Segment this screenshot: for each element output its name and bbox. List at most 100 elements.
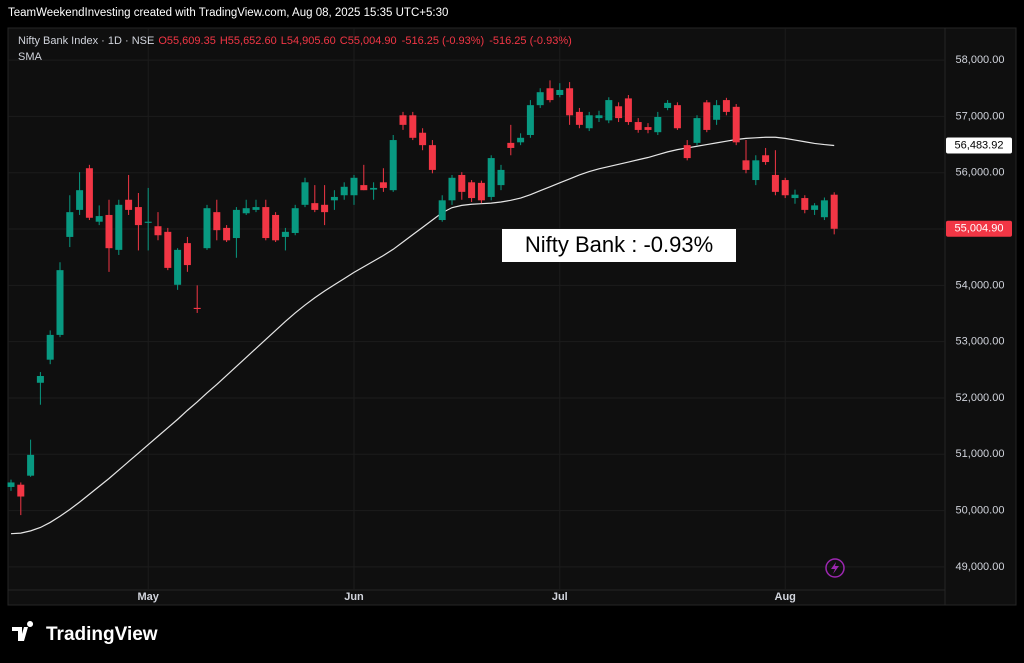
candle-body — [820, 200, 828, 218]
y-tick-label: 50,000.00 — [956, 505, 1005, 517]
candle-body — [419, 132, 427, 146]
brand: TradingView — [46, 624, 158, 645]
y-tick-label: 51,000.00 — [956, 448, 1005, 460]
candle-body — [301, 182, 309, 205]
legend-change: -516.25 (-0.93%) — [489, 35, 572, 47]
x-tick-label: Aug — [775, 591, 796, 603]
legend-open: O55,609.35 — [158, 35, 216, 47]
candle-body — [644, 127, 652, 130]
candle-body — [526, 105, 534, 135]
candle-body — [497, 169, 505, 186]
marks — [7, 80, 838, 535]
candle-body — [174, 249, 182, 285]
candle-body — [458, 174, 466, 192]
candle-body — [664, 102, 672, 108]
candle-body — [536, 92, 544, 106]
y-tick-label: 57,000.00 — [956, 110, 1005, 122]
close-price-box — [946, 220, 1012, 237]
candle-body — [232, 209, 240, 239]
candle-body — [448, 177, 456, 201]
sma-price-label: 56,483.92 — [955, 139, 1004, 151]
candle-body — [340, 186, 348, 196]
legend-high: H55,652.60 — [220, 35, 277, 47]
candle-body — [85, 168, 93, 218]
candle-body — [605, 100, 613, 121]
grid — [8, 28, 945, 590]
legend-change: -516.25 (-0.93%) — [402, 35, 485, 47]
candle-body — [134, 207, 142, 226]
candle-body — [370, 187, 378, 190]
candle-body — [507, 142, 515, 148]
candle-body — [575, 111, 583, 125]
candle-body — [223, 227, 231, 241]
candle-body — [703, 102, 711, 130]
candle-body — [615, 106, 623, 119]
candle-body — [732, 106, 740, 143]
candle-body — [66, 212, 74, 237]
y-tick-label: 58,000.00 — [956, 54, 1005, 66]
candle-body — [379, 182, 387, 188]
candle-body — [556, 89, 564, 96]
candle-body — [262, 207, 270, 239]
candle-body — [272, 214, 280, 241]
y-tick-label: 53,000.00 — [956, 336, 1005, 348]
candle-body — [242, 208, 250, 214]
candle-body — [115, 204, 123, 250]
candle-body — [468, 182, 476, 199]
candle-body — [203, 208, 211, 249]
candle-body — [409, 115, 417, 138]
candle-body — [752, 160, 760, 181]
candle-body — [771, 174, 779, 192]
legend-low: L54,905.60 — [281, 35, 336, 47]
candle-body — [389, 140, 397, 191]
candle-body — [438, 200, 446, 221]
y-tick-label: 52,000.00 — [956, 392, 1005, 404]
sma-line — [10, 136, 835, 535]
candle-body — [801, 198, 809, 210]
candle-body — [399, 115, 407, 125]
candle-body — [144, 221, 152, 223]
candle-body — [830, 194, 838, 229]
candle-body — [595, 115, 603, 119]
candle-body — [546, 88, 554, 101]
annotation: Nifty Bank : -0.93% — [525, 232, 713, 257]
candle-body — [193, 307, 201, 309]
candle-body — [311, 203, 319, 210]
legend: Nifty Bank Index · 1D · NSE O55,609.35 H55… — [18, 35, 572, 47]
candle-body — [252, 207, 260, 210]
annotation-box — [502, 229, 736, 262]
candle-body — [105, 214, 113, 249]
candle-body — [634, 122, 642, 130]
candle-body — [17, 484, 25, 497]
candle-body — [673, 105, 681, 129]
candle-body — [36, 376, 44, 383]
candle-body — [477, 182, 485, 201]
candle-body — [183, 243, 191, 266]
candle-body — [154, 226, 162, 236]
candle-body — [291, 208, 299, 233]
candle-body — [487, 158, 495, 197]
sma-legend: SMA — [18, 51, 43, 63]
candle-body — [125, 199, 133, 210]
chart-panel — [7, 27, 1017, 606]
candle-body — [722, 100, 730, 112]
close-price-label: 55,004.90 — [955, 223, 1004, 235]
candle-body — [517, 137, 525, 143]
y-tick-label: 56,000.00 — [956, 167, 1005, 179]
candle-body — [46, 334, 54, 360]
candle-body — [742, 160, 750, 170]
sma-price-box — [946, 137, 1012, 154]
candle-body — [213, 212, 221, 231]
candle-body — [321, 204, 329, 213]
candle-body — [693, 118, 701, 143]
candle-body — [428, 145, 436, 170]
candle-body — [350, 177, 358, 196]
alert-icon[interactable] — [825, 558, 845, 578]
candle-body — [781, 180, 789, 196]
x-tick-label: May — [137, 591, 159, 603]
candle-body — [713, 105, 721, 120]
candle-body — [791, 194, 799, 199]
candle-body — [762, 155, 770, 163]
